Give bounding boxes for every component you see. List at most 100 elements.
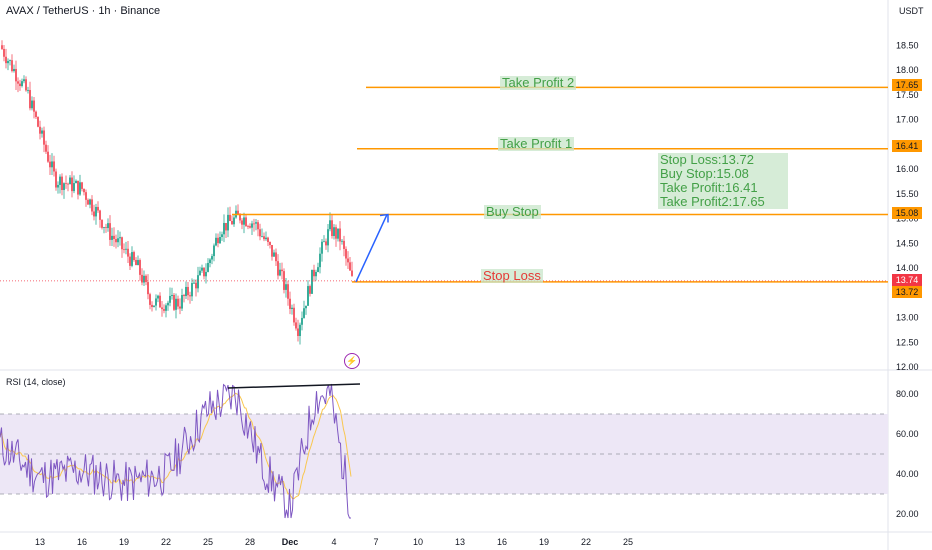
candle-body <box>307 286 309 306</box>
candle-body <box>177 298 179 307</box>
candle-body <box>297 328 299 336</box>
buy-stop-label[interactable]: Buy Stop <box>484 204 541 219</box>
take-profit-1-label[interactable]: Take Profit 1 <box>498 136 575 151</box>
chart-title: AVAX / TetherUS · 1h · Binance <box>6 5 161 17</box>
candle-body <box>37 117 39 127</box>
candle-body <box>279 269 281 276</box>
candle-body <box>195 282 197 289</box>
candle-body <box>143 275 145 283</box>
candle-body <box>351 270 353 276</box>
candle-body <box>41 130 43 134</box>
candle-body <box>323 241 325 243</box>
time-tick-label: 19 <box>539 537 549 547</box>
time-tick-label: 16 <box>77 537 87 547</box>
stop-loss-price-tag: 13.72 <box>892 286 922 298</box>
candle-body <box>145 275 147 283</box>
candle-body <box>19 83 21 86</box>
price-tick-label: 15.50 <box>896 189 919 199</box>
buy-stop-price-tag: 15.08 <box>892 207 922 219</box>
candle-body <box>333 227 335 237</box>
candle-body <box>249 226 251 228</box>
lightning-icon[interactable]: ⚡ <box>344 353 360 369</box>
candle-body <box>331 220 333 237</box>
candle-body <box>25 79 27 91</box>
time-tick-label: 22 <box>161 537 171 547</box>
candle-body <box>27 90 29 91</box>
candle-body <box>293 307 295 323</box>
rsi-indicator-label[interactable]: RSI (14, close) <box>6 377 66 387</box>
candle-body <box>77 180 79 195</box>
candle-body <box>299 324 301 336</box>
candle-body <box>117 238 119 243</box>
note-line: Stop Loss:13.72 <box>660 152 754 167</box>
candle-body <box>87 199 89 205</box>
note-line: Take Profit2:17.65 <box>660 194 765 209</box>
candle-body <box>85 192 87 200</box>
candle-body <box>273 252 275 257</box>
candle-body <box>35 111 37 118</box>
candle-body <box>347 258 349 263</box>
candle-body <box>15 68 17 82</box>
candle-body <box>245 217 247 227</box>
candle-body <box>137 260 139 266</box>
candle-body <box>43 130 45 145</box>
candle-body <box>153 305 155 307</box>
candle-body <box>39 126 41 134</box>
candle-body <box>119 237 121 239</box>
candle-body <box>83 188 85 193</box>
candle-body <box>239 214 241 221</box>
candle-body <box>217 237 219 244</box>
time-tick-label: 7 <box>373 537 378 547</box>
candle-body <box>113 235 115 240</box>
candle-body <box>251 223 253 228</box>
candle-body <box>163 309 165 311</box>
candle-body <box>263 236 265 240</box>
time-tick-label: 25 <box>203 537 213 547</box>
candle-body <box>139 260 141 275</box>
trade-plan-note[interactable]: Stop Loss:13.72 Buy Stop:15.08 Take Prof… <box>658 153 788 209</box>
candle-body <box>335 227 337 239</box>
candle-body <box>305 305 307 309</box>
candle-body <box>311 269 313 294</box>
candle-body <box>199 270 201 276</box>
take-profit-2-label[interactable]: Take Profit 2 <box>500 75 577 90</box>
candle-body <box>131 252 133 266</box>
candle-body <box>345 248 347 259</box>
candle-body <box>261 236 263 238</box>
candle-body <box>313 269 315 277</box>
candle-body <box>3 48 5 57</box>
candle-body <box>157 295 159 299</box>
candle-body <box>207 262 209 272</box>
rsi-tick-label: 20.00 <box>896 509 919 519</box>
candle-body <box>9 60 11 62</box>
candle-body <box>223 222 225 235</box>
candle-body <box>301 317 303 325</box>
candle-body <box>171 294 173 296</box>
candle-body <box>319 253 321 268</box>
candle-body <box>315 271 317 277</box>
candle-body <box>229 214 231 221</box>
candle-body <box>151 304 153 307</box>
candle-body <box>193 282 195 284</box>
candle-body <box>227 214 229 231</box>
tp1-price-tag: 16.41 <box>892 140 922 152</box>
candle-body <box>267 237 269 243</box>
candle-body <box>237 210 239 215</box>
candle-body <box>109 223 111 240</box>
candle-body <box>17 81 19 84</box>
candle-body <box>203 267 205 277</box>
candle-body <box>127 248 129 257</box>
candle-body <box>211 256 213 260</box>
stop-loss-label[interactable]: Stop Loss <box>481 268 543 283</box>
candle-body <box>215 237 217 246</box>
candle-body <box>155 298 157 306</box>
candle-body <box>55 171 57 188</box>
candle-body <box>165 305 167 311</box>
candle-body <box>189 295 191 297</box>
candle-body <box>197 275 199 289</box>
candle-body <box>45 144 47 152</box>
candle-body <box>75 180 77 184</box>
candle-body <box>185 286 187 297</box>
candle-body <box>173 294 175 310</box>
